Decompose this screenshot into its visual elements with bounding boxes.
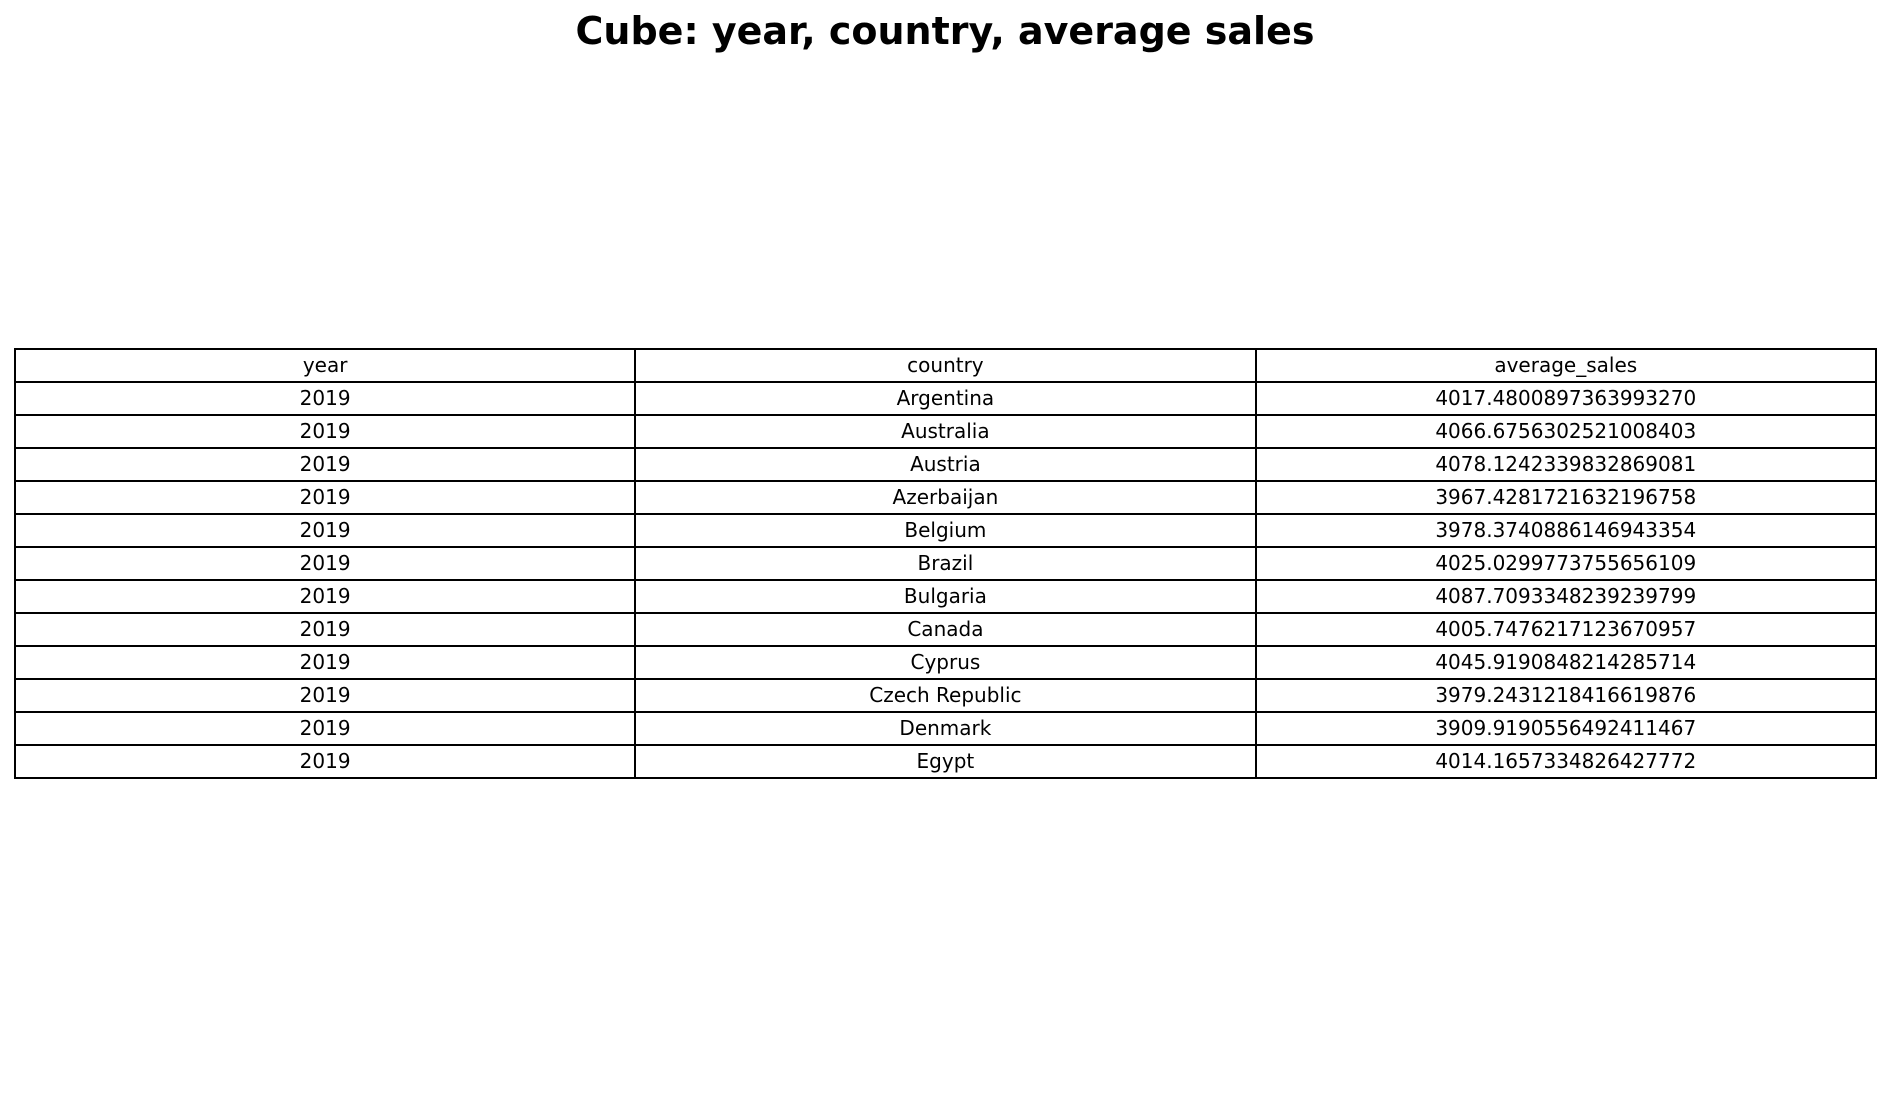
table-cell-year: 2019 — [13, 546, 637, 581]
table-cell-year: 2019 — [13, 513, 637, 548]
table-row: 2019 Denmark 3909.9190556492411467 — [13, 711, 1878, 746]
header-row: year country average_sales — [13, 348, 1878, 383]
table-cell-country: Argentina — [634, 381, 1257, 416]
table-cell-country: Denmark — [634, 711, 1257, 746]
table-row: 2019 Canada 4005.7476217123670957 — [13, 612, 1878, 647]
chart-title: Cube: year, country, average sales — [575, 9, 1315, 53]
table-cell-country: Cyprus — [634, 645, 1257, 680]
table-cell-average-sales: 4014.1657334826427772 — [1254, 744, 1878, 779]
table-cell-country: Australia — [634, 414, 1257, 449]
table-cell-year: 2019 — [13, 447, 637, 482]
table-cell-average-sales: 4025.0299773755656109 — [1254, 546, 1878, 581]
table-cell-country: Belgium — [634, 513, 1257, 548]
data-table: year country average_sales 2019 Argentina 40… — [13, 348, 1878, 779]
column-header-country: country — [634, 348, 1257, 383]
table-cell-average-sales: 4087.7093348239239799 — [1254, 579, 1878, 614]
table-cell-year: 2019 — [13, 678, 637, 713]
table-cell-average-sales: 3979.2431218416619876 — [1254, 678, 1878, 713]
column-header-year: year — [13, 348, 637, 383]
table-cell-average-sales: 4017.4800897363993270 — [1254, 381, 1878, 416]
table-cell-country: Azerbaijan — [634, 480, 1257, 515]
table-cell-year: 2019 — [13, 414, 637, 449]
table-cell-average-sales: 4045.9190848214285714 — [1254, 645, 1878, 680]
table-row: 2019 Bulgaria 4087.7093348239239799 — [13, 579, 1878, 614]
table-row: 2019 Czech Republic 3979.2431218416619876 — [13, 678, 1878, 713]
table-cell-country: Egypt — [634, 744, 1257, 779]
table-cell-country: Canada — [634, 612, 1257, 647]
table-cell-year: 2019 — [13, 711, 637, 746]
table-cell-year: 2019 — [13, 612, 637, 647]
table-row: 2019 Egypt 4014.1657334826427772 — [13, 744, 1878, 779]
table-row: 2019 Australia 4066.6756302521008403 — [13, 414, 1878, 449]
table-row: 2019 Argentina 4017.4800897363993270 — [13, 381, 1878, 416]
table-row: 2019 Cyprus 4045.9190848214285714 — [13, 645, 1878, 680]
table-body: 2019 Argentina 4017.4800897363993270 2019 Au… — [13, 381, 1878, 779]
table-cell-average-sales: 4005.7476217123670957 — [1254, 612, 1878, 647]
table-cell-year: 2019 — [13, 645, 637, 680]
table-row: 2019 Azerbaijan 3967.4281721632196758 — [13, 480, 1878, 515]
table-cell-country: Czech Republic — [634, 678, 1257, 713]
table-cell-average-sales: 4078.1242339832869081 — [1254, 447, 1878, 482]
table-cell-year: 2019 — [13, 480, 637, 515]
table-cell-country: Austria — [634, 447, 1257, 482]
table-cell-average-sales: 3909.9190556492411467 — [1254, 711, 1878, 746]
table-cell-year: 2019 — [13, 381, 637, 416]
table-cell-average-sales: 4066.6756302521008403 — [1254, 414, 1878, 449]
table-cell-average-sales: 3967.4281721632196758 — [1254, 480, 1878, 515]
table-cell-average-sales: 3978.3740886146943354 — [1254, 513, 1878, 548]
column-header-average-sales: average_sales — [1254, 348, 1878, 383]
table-cell-country: Bulgaria — [634, 579, 1257, 614]
table-row: 2019 Brazil 4025.0299773755656109 — [13, 546, 1878, 581]
table-cell-year: 2019 — [13, 579, 637, 614]
table-cell-year: 2019 — [13, 744, 637, 779]
table-row: 2019 Austria 4078.1242339832869081 — [13, 447, 1878, 482]
table-row: 2019 Belgium 3978.3740886146943354 — [13, 513, 1878, 548]
table-cell-country: Brazil — [634, 546, 1257, 581]
